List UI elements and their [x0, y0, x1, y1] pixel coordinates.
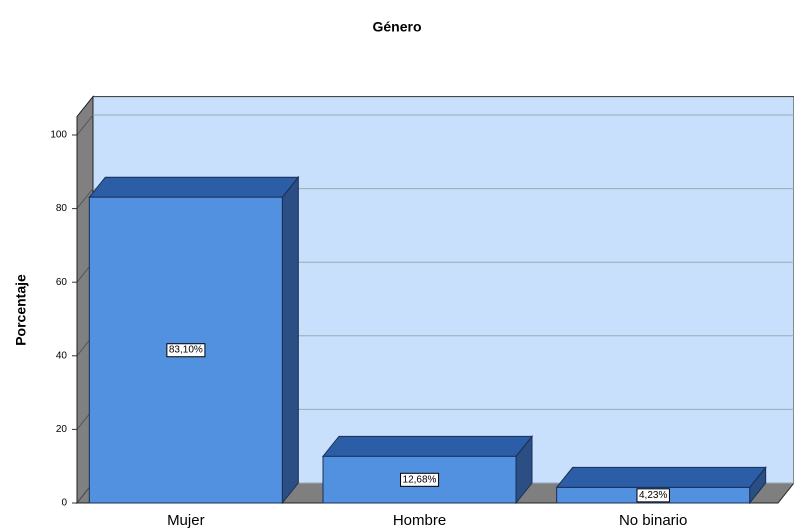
grid-line — [76, 188, 94, 209]
value-label-box — [400, 472, 440, 487]
y-tick-label: 80 — [56, 203, 68, 214]
value-label: 12,68% — [403, 474, 437, 485]
bar-top — [555, 466, 767, 488]
value-label-box — [166, 343, 206, 358]
value-label: 4,23% — [639, 490, 667, 501]
bar-top — [88, 176, 300, 198]
y-axis-label: Porcentaje — [13, 274, 29, 346]
x-tick-label: Mujer — [167, 512, 205, 529]
x-tick-label: No binario — [619, 512, 687, 529]
y-tick-label: 20 — [56, 424, 68, 435]
bar-top — [321, 435, 534, 457]
chart-title: Género — [372, 19, 421, 35]
y-tick-label: 40 — [56, 350, 68, 361]
value-label-group: 83,10% — [166, 343, 206, 358]
x-tick-label: Hombre — [393, 512, 446, 529]
value-label: 83,10% — [169, 345, 203, 356]
y-tick-label: 0 — [61, 498, 67, 509]
value-label-box — [636, 488, 670, 503]
grid-line — [76, 114, 94, 136]
bar-side — [281, 175, 299, 505]
y-tick-label: 100 — [50, 130, 67, 141]
value-label-group: 12,68% — [400, 472, 440, 487]
value-label-group: 4,23% — [636, 488, 670, 503]
y-tick-label: 60 — [56, 277, 68, 288]
